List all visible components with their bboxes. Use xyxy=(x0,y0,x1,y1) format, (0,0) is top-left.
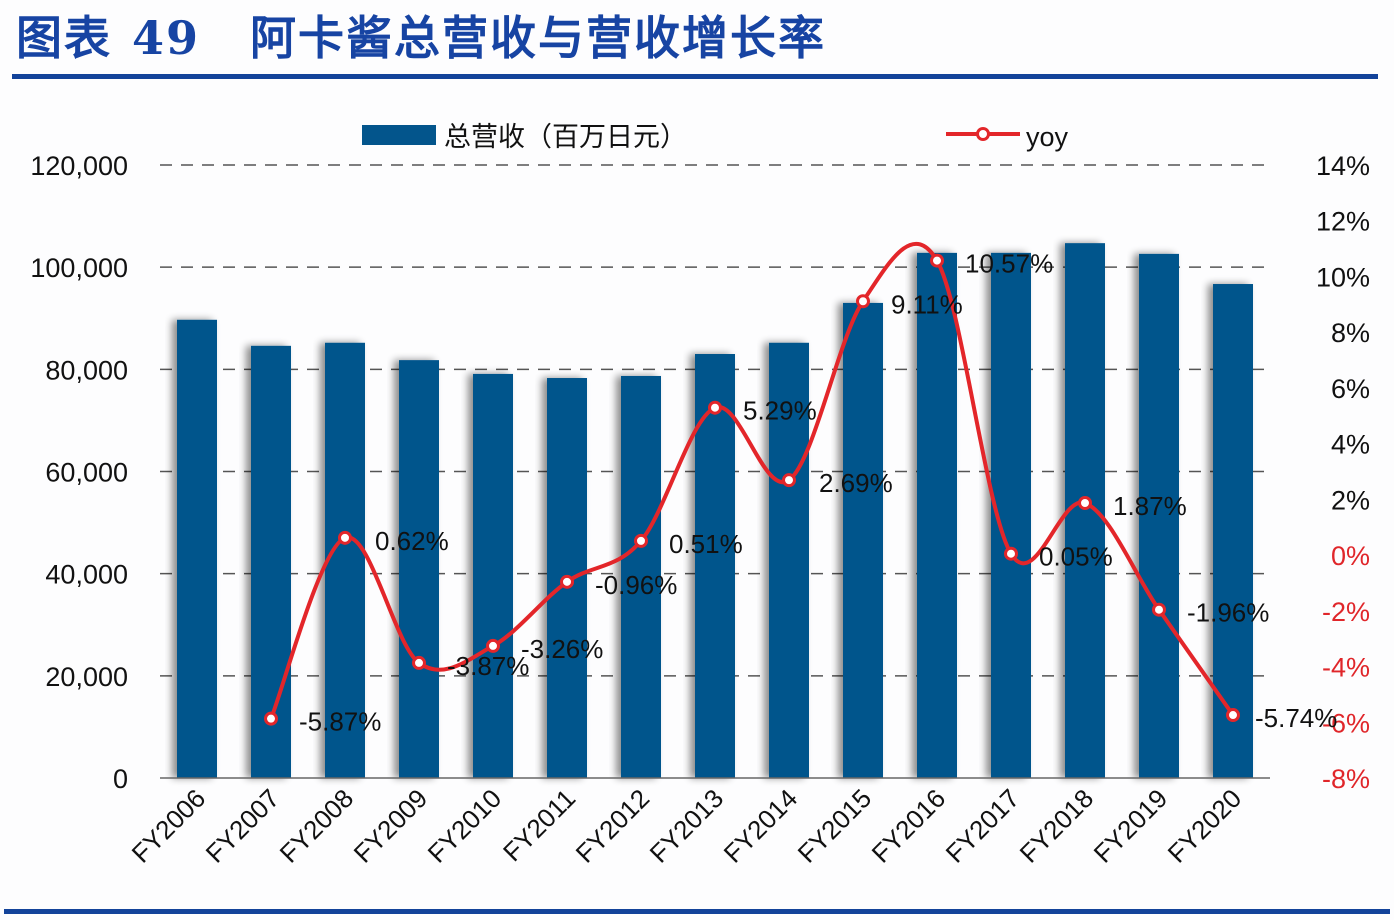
yoy-data-label: -3.87% xyxy=(447,651,529,681)
right-axis-tick: -2% xyxy=(1322,597,1370,627)
right-axis-tick: -8% xyxy=(1322,764,1370,794)
x-axis-tick: FY2013 xyxy=(644,783,730,869)
yoy-data-label: 9.11% xyxy=(891,289,963,319)
revenue-bar xyxy=(769,342,809,778)
revenue-bar xyxy=(399,360,439,778)
x-axis-tick: FY2010 xyxy=(422,783,508,869)
yoy-data-label: 1.87% xyxy=(1113,491,1187,521)
right-axis-tick: 10% xyxy=(1316,262,1370,292)
revenue-bar xyxy=(473,373,513,778)
yoy-marker-icon xyxy=(930,253,944,268)
yoy-marker-icon xyxy=(412,655,426,670)
yoy-data-label: 2.69% xyxy=(819,468,893,498)
yoy-marker-icon xyxy=(338,530,352,545)
yoy-data-label: -5.74% xyxy=(1255,703,1337,733)
yoy-marker-icon xyxy=(634,533,648,548)
figure-title: 图表 49 阿卡酱总营收与营收增长率 xyxy=(16,2,827,65)
right-axis-tick: 4% xyxy=(1331,430,1370,460)
revenue-bar xyxy=(1139,253,1179,778)
bottom-divider xyxy=(4,909,1390,914)
yoy-data-label: -1.96% xyxy=(1187,598,1269,628)
x-axis-tick: FY2014 xyxy=(718,783,804,869)
x-axis-labels: FY2006FY2007FY2008FY2009FY2010FY2011FY20… xyxy=(126,783,1248,869)
yoy-marker-icon xyxy=(1004,546,1018,561)
yoy-marker-icon xyxy=(560,574,574,589)
left-axis-tick: 120,000 xyxy=(30,151,128,181)
left-axis-tick: 20,000 xyxy=(45,662,128,692)
right-axis-tick: 6% xyxy=(1331,374,1370,404)
x-axis-tick: FY2012 xyxy=(570,783,656,869)
x-axis-tick: FY2008 xyxy=(274,783,360,869)
legend-marker-icon xyxy=(976,127,990,141)
revenue-bar xyxy=(843,302,883,778)
left-axis-tick: 0 xyxy=(113,764,128,794)
revenue-bar xyxy=(695,354,735,778)
legend-line-label: yoy xyxy=(1026,122,1069,152)
yoy-line xyxy=(264,241,1240,726)
revenue-bar xyxy=(917,252,957,778)
yoy-marker-icon xyxy=(1078,495,1092,510)
figure-number: 49 xyxy=(132,11,201,65)
yoy-data-label: 0.62% xyxy=(375,526,449,556)
right-axis-tick: 14% xyxy=(1316,151,1370,181)
revenue-bar xyxy=(177,319,217,778)
right-axis: 14% 12% 10% 8% 6% 4% 2% 0% -2% -4% -6% -8% xyxy=(1316,151,1370,794)
revenue-bar xyxy=(1213,284,1253,778)
yoy-marker-icon xyxy=(264,711,278,726)
yoy-marker-icon xyxy=(1152,602,1166,617)
yoy-data-label: -5.87% xyxy=(299,707,381,737)
x-axis-tick: FY2019 xyxy=(1088,783,1174,869)
data-labels: -5.87% 0.62% -3.87%-3.26% -0.96% 0.51% 5.29% 2… xyxy=(299,249,1337,737)
left-axis: 120,000 100,000 80,000 60,000 40,000 20,000 0 xyxy=(30,151,128,794)
figure-title-text: 阿卡酱总营收与营收增长率 xyxy=(250,11,827,65)
yoy-data-label: 0.05% xyxy=(1039,542,1113,572)
bars xyxy=(177,243,1253,779)
right-axis-tick: 0% xyxy=(1331,541,1370,571)
x-axis-tick: FY2009 xyxy=(348,783,434,869)
left-axis-tick: 60,000 xyxy=(45,458,128,488)
yoy-marker-icon xyxy=(782,473,796,488)
yoy-data-label: -3.26% xyxy=(521,634,603,664)
left-axis-tick: 40,000 xyxy=(45,560,128,590)
right-axis-tick: 2% xyxy=(1331,485,1370,515)
x-axis-tick: FY2011 xyxy=(497,783,581,867)
x-axis-tick: FY2016 xyxy=(866,783,952,869)
yoy-data-label: 5.29% xyxy=(743,396,817,426)
yoy-marker-icon xyxy=(708,400,722,415)
revenue-bar xyxy=(621,375,661,778)
right-axis-tick: -6% xyxy=(1322,708,1370,738)
figure-label: 图表 xyxy=(16,11,112,65)
right-axis-tick: -4% xyxy=(1322,653,1370,683)
x-axis-tick: FY2015 xyxy=(792,783,878,869)
left-axis-tick: 100,000 xyxy=(30,253,128,283)
yoy-data-label: 10.57% xyxy=(965,249,1053,279)
revenue-bar xyxy=(251,345,291,778)
left-axis-tick: 80,000 xyxy=(45,355,128,385)
right-axis-tick: 12% xyxy=(1316,207,1370,237)
x-axis-tick: FY2020 xyxy=(1162,783,1248,869)
yoy-marker-icon xyxy=(486,638,500,653)
yoy-data-label: 0.51% xyxy=(669,529,743,559)
x-axis-tick: FY2007 xyxy=(200,783,286,869)
yoy-data-label: -0.96% xyxy=(595,570,677,600)
yoy-marker-icon xyxy=(1226,708,1240,723)
legend-bar-label: 总营收（百万日元） xyxy=(444,122,687,152)
x-axis-tick: FY2017 xyxy=(940,783,1026,869)
revenue-bar xyxy=(325,342,365,778)
legend-bar-swatch xyxy=(362,125,436,145)
yoy-marker-icon xyxy=(856,294,870,309)
right-axis-tick: 8% xyxy=(1331,318,1370,348)
x-axis-tick: FY2006 xyxy=(126,783,212,869)
top-divider xyxy=(12,74,1378,79)
x-axis-tick: FY2018 xyxy=(1014,783,1100,869)
legend: 总营收（百万日元） yoy xyxy=(362,122,1069,152)
